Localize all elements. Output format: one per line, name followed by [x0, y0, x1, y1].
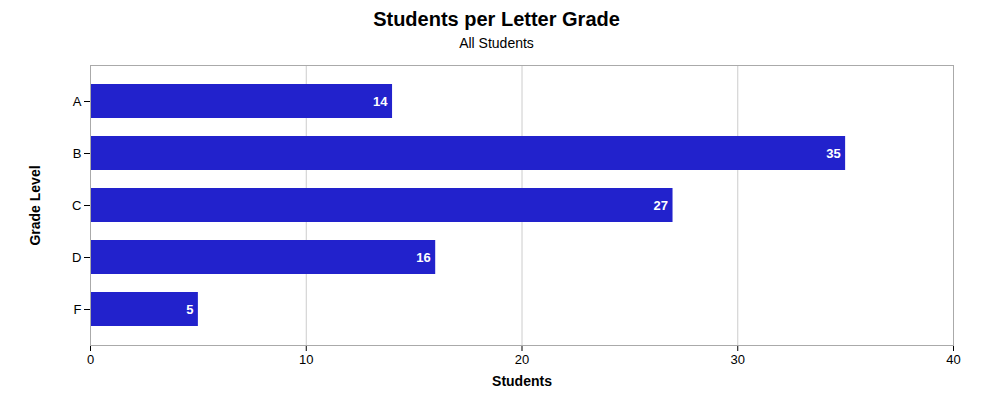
svg-text:Grade Level: Grade Level: [27, 165, 43, 245]
svg-text:D: D: [72, 250, 81, 265]
svg-text:F: F: [74, 302, 82, 317]
svg-text:5: 5: [186, 302, 193, 317]
svg-text:C: C: [72, 198, 81, 213]
svg-text:10: 10: [299, 352, 313, 367]
svg-text:Students: Students: [492, 373, 552, 389]
svg-text:20: 20: [515, 352, 529, 367]
svg-text:0: 0: [87, 352, 94, 367]
svg-text:40: 40: [946, 352, 960, 367]
svg-text:B: B: [73, 146, 82, 161]
svg-text:35: 35: [826, 146, 840, 161]
html-text:All Students: All Students: [459, 35, 534, 51]
svg-text:16: 16: [416, 250, 430, 265]
svg-text:27: 27: [654, 198, 668, 213]
svg-text:A: A: [73, 94, 82, 109]
html-text:Students per Letter Grade: Students per Letter Grade: [373, 8, 620, 30]
svg-text:14: 14: [373, 94, 388, 109]
svg-text:30: 30: [731, 352, 745, 367]
